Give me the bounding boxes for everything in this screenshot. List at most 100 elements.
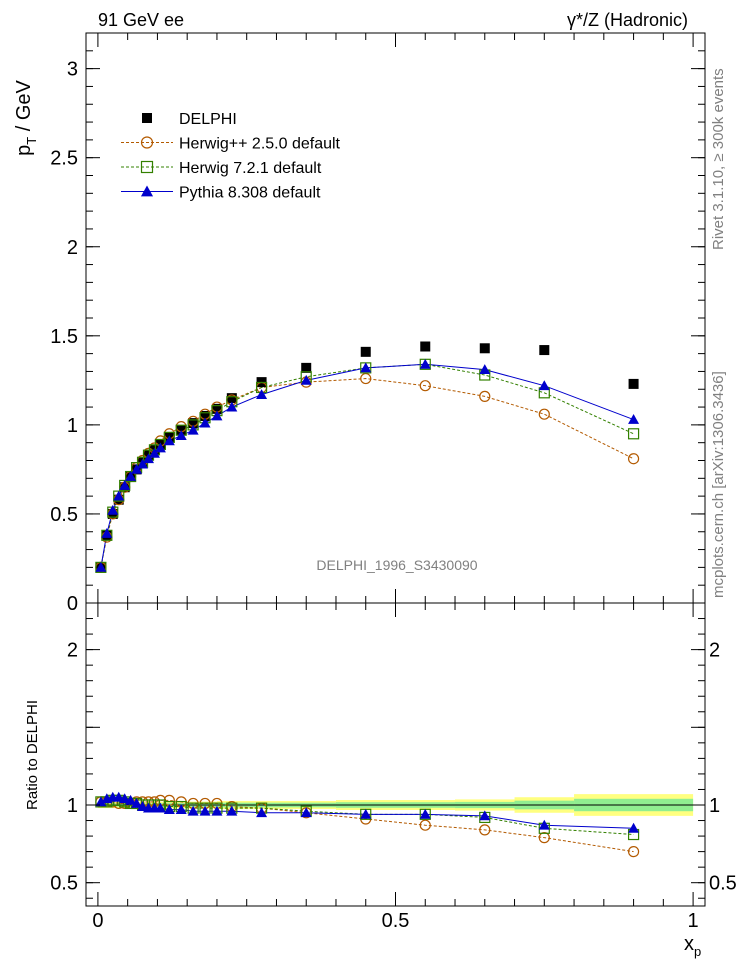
legend-entry: Herwig 7.2.1 default [121, 160, 322, 177]
data-point-data [360, 346, 371, 357]
main-y-axis-title: pT / GeV [13, 79, 39, 155]
data-point-triangle [107, 504, 119, 515]
x-tick-label: 0 [92, 910, 103, 932]
data-point-circle [479, 390, 491, 402]
ratio-point-triangle [226, 805, 238, 816]
y-axis-title-subscript: T [24, 137, 39, 145]
legend-entry: Pythia 8.308 default [121, 185, 321, 202]
ratio-panel: 0.5 0.5 1 1 2 2 0 0.5 1 Ratio to DELPHI xp [24, 602, 737, 959]
y-tick-label: 2 [67, 237, 78, 259]
data-point-circle [419, 380, 431, 392]
data-point-circle [538, 408, 550, 420]
data-point-triangle [187, 424, 199, 435]
y-tick-label: 3 [67, 59, 78, 81]
process-energy-label: 91 GeV ee [98, 10, 184, 30]
data-point-triangle [119, 479, 131, 490]
svg-text:xp: xp [684, 933, 701, 959]
data-point-data [188, 418, 199, 429]
data-point-data [539, 345, 550, 356]
data-point-triangle [628, 414, 640, 424]
data-point-data [628, 378, 639, 389]
analysis-watermark: DELPHI_1996_S3430090 [316, 557, 477, 573]
y-tick-label: 0.5 [50, 504, 78, 526]
y-axis-title-unit: / GeV [13, 79, 35, 136]
ratio-point-triangle [95, 796, 107, 807]
x-axis-title-subscript: p [694, 944, 701, 959]
data-point-triangle [300, 374, 312, 385]
ratio-point-triangle [628, 822, 640, 833]
y-tick-label: 1 [67, 415, 78, 437]
y-tick-label: 2.5 [50, 148, 78, 170]
data-point-triangle [101, 528, 113, 538]
ratio-y-tick-label-right: 1 [709, 795, 720, 817]
legend: DELPHI Herwig++ 2.5.0 default Herwig 7.2.1… [121, 111, 341, 202]
ratio-point-triangle [131, 797, 143, 808]
mcplots-reference-text: mcplots.cern.ch [arXiv:1306.3436] [710, 371, 727, 598]
legend-entry: DELPHI [142, 111, 237, 128]
rivet-version-text: Rivet 3.1.10, ≥ 300k events [710, 68, 727, 250]
y-tick-label: 1.5 [50, 326, 78, 348]
data-point-triangle [479, 364, 491, 375]
y-axis-title-p: p [13, 145, 35, 156]
data-point-triangle [256, 389, 268, 399]
data-point-data [226, 393, 237, 404]
data-point-triangle [199, 417, 211, 428]
legend-marker-circle [140, 136, 154, 149]
legend-marker-square [140, 160, 154, 174]
svg-text:pT / GeV: pT / GeV [13, 79, 39, 155]
data-point-triangle [175, 430, 187, 440]
data-point-data [211, 403, 222, 414]
data-point-triangle [163, 435, 175, 446]
data-point-triangle [131, 463, 143, 474]
data-point-data [301, 362, 312, 373]
ratio-y-axis-title: Ratio to DELPHI [24, 700, 41, 810]
ratio-point-triangle [479, 810, 491, 821]
data-point-triangle [125, 471, 137, 481]
ratio-point-triangle [256, 807, 268, 818]
ratio-y-tick-label-right: 0.5 [709, 873, 737, 895]
ratio-point-triangle [175, 804, 187, 815]
legend-label: Herwig 7.2.1 default [179, 160, 322, 177]
data-point-triangle [154, 442, 166, 453]
data-point-triangle [226, 401, 238, 412]
ratio-point-circle [479, 824, 491, 836]
ratio-point-circle [627, 846, 640, 858]
y-tick-label: 0 [67, 593, 78, 615]
data-point-triangle [419, 358, 431, 369]
ratio-point-circle [419, 819, 431, 831]
ratio-line-circle [100, 799, 634, 853]
data-point-data [479, 343, 490, 354]
data-point-triangle [95, 561, 107, 572]
ratio-y-tick-label-right: 2 [709, 640, 720, 662]
data-point-triangle [360, 362, 372, 373]
x-tick-label: 1 [688, 910, 699, 932]
legend-label: Herwig++ 2.5.0 default [179, 136, 341, 153]
data-point-triangle [211, 410, 223, 421]
ratio-point-triangle [538, 819, 550, 830]
ratio-point-triangle [154, 802, 166, 813]
series-line-circle [100, 378, 634, 568]
legend-label: DELPHI [179, 111, 237, 128]
ratio-point-triangle [125, 794, 137, 805]
series-line-square [100, 363, 634, 568]
ratio-y-tick-label: 2 [67, 640, 78, 662]
ratio-point-triangle [163, 804, 175, 815]
data-point-data [200, 410, 211, 421]
ratio-point-circle [538, 832, 550, 844]
data-point-data [420, 341, 431, 352]
data-point-triangle [137, 458, 149, 469]
process-type-label: γ*/Z (Hadronic) [567, 10, 688, 30]
x-axis-title: xp [684, 933, 701, 959]
data-point-circle [627, 453, 640, 465]
legend-marker-data [142, 113, 152, 123]
legend-entry: Herwig++ 2.5.0 default [121, 136, 341, 153]
ratio-point-triangle [199, 805, 211, 816]
series-line-triangle [100, 363, 634, 568]
data-point-triangle [148, 447, 160, 458]
legend-label: Pythia 8.308 default [179, 185, 321, 202]
ratio-point-triangle [419, 808, 431, 819]
data-point-triangle [142, 453, 154, 464]
x-tick-label: 0.5 [382, 910, 410, 932]
data-point-square [627, 428, 640, 440]
